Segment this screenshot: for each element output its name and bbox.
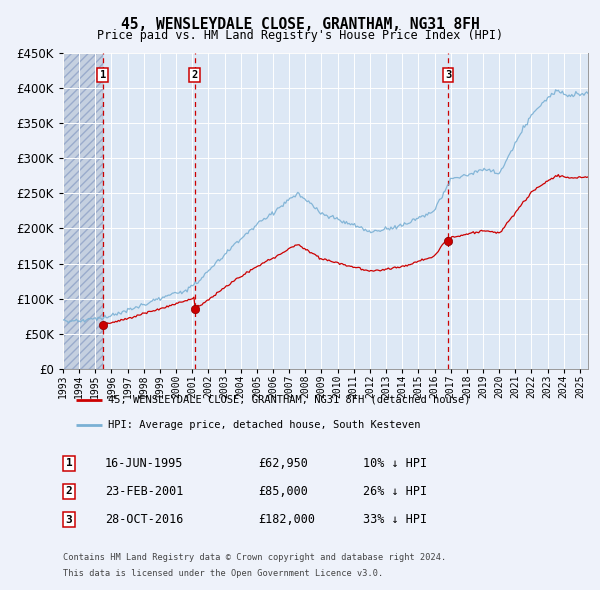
Text: Contains HM Land Registry data © Crown copyright and database right 2024.: Contains HM Land Registry data © Crown c…: [63, 553, 446, 562]
Text: 10% ↓ HPI: 10% ↓ HPI: [363, 457, 427, 470]
Text: £182,000: £182,000: [258, 513, 315, 526]
Text: 16-JUN-1995: 16-JUN-1995: [105, 457, 184, 470]
Text: 3: 3: [445, 70, 451, 80]
Text: 1: 1: [100, 70, 106, 80]
Bar: [63, 53, 103, 369]
Text: 45, WENSLEYDALE CLOSE, GRANTHAM, NG31 8FH: 45, WENSLEYDALE CLOSE, GRANTHAM, NG31 8F…: [121, 17, 479, 31]
Text: HPI: Average price, detached house, South Kesteven: HPI: Average price, detached house, Sout…: [107, 420, 420, 430]
Text: £85,000: £85,000: [258, 485, 308, 498]
Text: 2: 2: [191, 70, 198, 80]
Text: 23-FEB-2001: 23-FEB-2001: [105, 485, 184, 498]
Text: £62,950: £62,950: [258, 457, 308, 470]
Text: 2: 2: [65, 487, 73, 496]
Text: 33% ↓ HPI: 33% ↓ HPI: [363, 513, 427, 526]
Text: 1: 1: [65, 458, 73, 468]
Text: 28-OCT-2016: 28-OCT-2016: [105, 513, 184, 526]
Text: 45, WENSLEYDALE CLOSE, GRANTHAM, NG31 8FH (detached house): 45, WENSLEYDALE CLOSE, GRANTHAM, NG31 8F…: [107, 395, 470, 405]
Text: 3: 3: [65, 515, 73, 525]
Text: Price paid vs. HM Land Registry's House Price Index (HPI): Price paid vs. HM Land Registry's House …: [97, 30, 503, 42]
Text: 26% ↓ HPI: 26% ↓ HPI: [363, 485, 427, 498]
Text: This data is licensed under the Open Government Licence v3.0.: This data is licensed under the Open Gov…: [63, 569, 383, 578]
